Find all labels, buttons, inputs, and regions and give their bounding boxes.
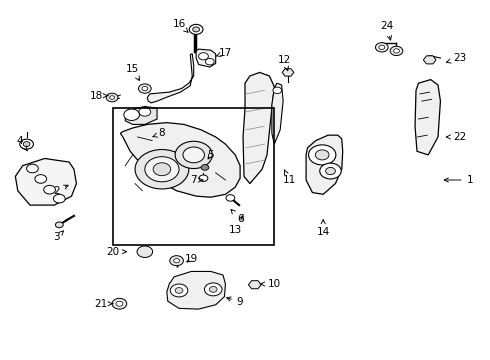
Text: 10: 10 (261, 279, 281, 289)
Circle shape (55, 222, 63, 228)
Text: 7: 7 (191, 175, 203, 185)
Circle shape (209, 287, 217, 292)
Circle shape (53, 194, 65, 203)
Text: 18: 18 (89, 91, 108, 101)
Circle shape (35, 175, 47, 183)
Text: 19: 19 (185, 254, 198, 264)
Text: 16: 16 (172, 19, 188, 32)
Circle shape (205, 58, 214, 65)
Circle shape (20, 139, 33, 149)
Circle shape (390, 46, 403, 55)
Circle shape (124, 109, 140, 121)
Circle shape (153, 163, 171, 176)
Bar (113, 108, 274, 244)
Polygon shape (282, 69, 294, 76)
Text: 24: 24 (380, 21, 393, 40)
Circle shape (170, 284, 188, 297)
Circle shape (393, 49, 399, 53)
Polygon shape (125, 107, 157, 125)
Text: 23: 23 (446, 53, 466, 63)
Circle shape (173, 258, 179, 263)
Polygon shape (121, 123, 240, 197)
Text: 14: 14 (317, 220, 330, 237)
Circle shape (183, 147, 204, 163)
Circle shape (175, 288, 183, 293)
Circle shape (106, 93, 118, 102)
Text: 8: 8 (153, 129, 165, 138)
Circle shape (316, 150, 329, 160)
Polygon shape (248, 281, 261, 289)
Text: 6: 6 (231, 210, 244, 224)
Text: 11: 11 (282, 170, 295, 185)
Polygon shape (167, 271, 225, 309)
Text: 3: 3 (53, 231, 64, 242)
Circle shape (116, 301, 123, 306)
Polygon shape (423, 56, 436, 64)
Circle shape (204, 283, 222, 296)
Circle shape (326, 167, 335, 175)
Circle shape (145, 157, 179, 182)
Text: 17: 17 (216, 48, 232, 58)
Circle shape (139, 84, 151, 93)
Polygon shape (196, 49, 216, 67)
Circle shape (199, 175, 208, 181)
Polygon shape (243, 72, 274, 184)
Text: 15: 15 (126, 64, 140, 81)
Polygon shape (15, 158, 76, 205)
Circle shape (198, 53, 208, 60)
Text: 21: 21 (94, 299, 113, 309)
Text: 2: 2 (53, 185, 68, 196)
Circle shape (23, 141, 30, 147)
Circle shape (142, 86, 148, 91)
Circle shape (226, 195, 235, 201)
Polygon shape (306, 135, 343, 194)
Circle shape (201, 165, 209, 170)
Polygon shape (147, 54, 194, 103)
Text: 13: 13 (229, 216, 243, 235)
Text: 22: 22 (446, 132, 466, 142)
Circle shape (189, 24, 203, 35)
Text: 20: 20 (106, 247, 126, 257)
Circle shape (375, 42, 388, 52)
Circle shape (379, 45, 385, 49)
Circle shape (112, 298, 127, 309)
Circle shape (309, 145, 336, 165)
Text: 12: 12 (277, 55, 291, 71)
Circle shape (273, 87, 282, 94)
Polygon shape (272, 83, 283, 144)
Circle shape (44, 185, 55, 194)
Circle shape (139, 108, 151, 116)
Circle shape (26, 164, 38, 173)
Circle shape (193, 27, 199, 32)
Polygon shape (415, 80, 441, 155)
Circle shape (170, 256, 183, 266)
Circle shape (320, 163, 341, 179)
Polygon shape (138, 249, 152, 254)
Circle shape (110, 96, 115, 99)
Text: 9: 9 (227, 297, 244, 307)
Circle shape (135, 149, 189, 189)
Text: 5: 5 (207, 150, 214, 160)
Text: 4: 4 (17, 136, 27, 151)
Circle shape (175, 141, 212, 168)
Text: 1: 1 (444, 175, 473, 185)
Circle shape (137, 246, 153, 257)
